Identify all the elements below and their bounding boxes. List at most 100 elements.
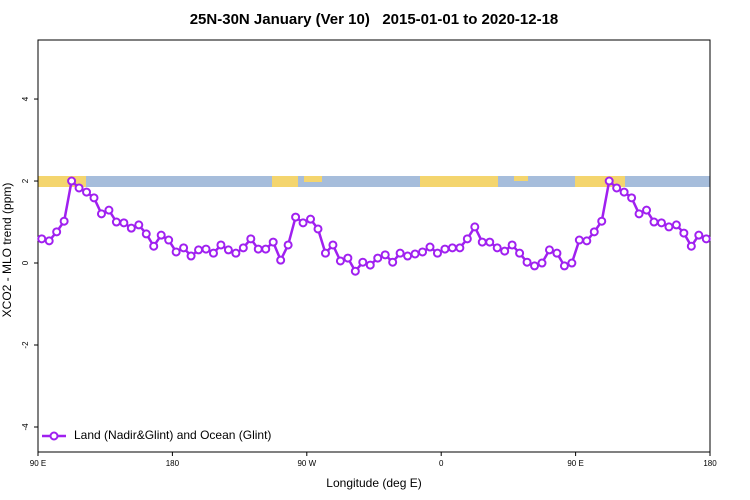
- y-tick-label: 2: [21, 178, 30, 183]
- data-point: [522, 257, 532, 267]
- map-strip: [38, 176, 710, 187]
- data-point: [44, 236, 54, 246]
- data-point: [96, 209, 106, 219]
- data-point: [179, 243, 189, 253]
- data-point: [380, 250, 390, 260]
- data-point: [246, 234, 256, 244]
- data-point: [649, 217, 659, 227]
- data-point: [320, 248, 330, 258]
- data-point: [395, 248, 405, 258]
- land-patch: [38, 176, 86, 187]
- legend-label: Land (Nadir&Glint) and Ocean (Glint): [74, 428, 271, 442]
- land-patch: [272, 176, 298, 187]
- data-point: [141, 229, 151, 239]
- data-point: [447, 243, 457, 253]
- data-point: [507, 240, 517, 250]
- data-point: [82, 187, 92, 197]
- land-patch: [575, 176, 625, 187]
- data-point: [619, 187, 629, 197]
- data-point: [171, 247, 181, 257]
- data-point: [231, 248, 241, 258]
- data-point: [373, 253, 383, 263]
- data-point: [679, 228, 689, 238]
- data-point: [455, 243, 465, 253]
- data-point: [126, 223, 136, 233]
- data-point: [164, 235, 174, 245]
- data-point: [425, 242, 435, 252]
- plot-frame: [37, 39, 711, 453]
- y-tick-label: 4: [21, 96, 30, 101]
- data-point: [365, 260, 375, 270]
- data-point: [74, 183, 84, 193]
- data-point: [238, 243, 248, 253]
- data-point: [612, 183, 622, 193]
- data-point: [335, 256, 345, 266]
- data-point: [156, 230, 166, 240]
- data-point: [313, 224, 323, 234]
- data-point: [253, 244, 263, 254]
- legend-marker: [49, 431, 59, 441]
- x-axis-label: Longitude (deg E): [326, 476, 421, 490]
- data-point: [194, 245, 204, 255]
- data-point: [686, 241, 696, 251]
- data-point: [59, 216, 69, 226]
- data-point: [186, 251, 196, 261]
- data-point: [597, 216, 607, 226]
- data-point: [276, 255, 286, 265]
- data-point: [291, 212, 301, 222]
- data-point: [671, 220, 681, 230]
- data-point: [418, 247, 428, 257]
- data-point: [432, 248, 442, 258]
- data-point: [485, 237, 495, 247]
- data-point: [477, 237, 487, 247]
- data-point: [500, 246, 510, 256]
- data-point: [492, 243, 502, 253]
- data-point: [694, 230, 704, 240]
- data-point: [410, 249, 420, 259]
- data-point: [552, 248, 562, 258]
- data-point: [567, 258, 577, 268]
- data-point: [343, 253, 353, 263]
- data-point: [52, 227, 62, 237]
- data-point: [664, 222, 674, 232]
- land-patch: [304, 176, 322, 182]
- data-point: [627, 193, 637, 203]
- data-point: [119, 218, 129, 228]
- data-point: [328, 240, 338, 250]
- chart-title: 25N-30N January (Ver 10) 2015-01-01 to 2…: [190, 11, 559, 28]
- data-point: [403, 251, 413, 261]
- data-point: [201, 244, 211, 254]
- data-point: [515, 248, 525, 258]
- data-point: [634, 209, 644, 219]
- data-point: [104, 205, 114, 215]
- land-patch: [420, 176, 498, 187]
- data-point: [298, 218, 308, 228]
- land-patch: [514, 176, 528, 181]
- data-point: [208, 248, 218, 258]
- y-tick-label: 0: [21, 260, 30, 265]
- x-tick-label: 0: [439, 459, 444, 468]
- y-tick-label: -4: [21, 423, 30, 431]
- data-point: [544, 245, 554, 255]
- data-point: [149, 241, 159, 251]
- y-tick-label: -2: [21, 341, 30, 349]
- data-point: [701, 234, 711, 244]
- data-point: [589, 227, 599, 237]
- data-point: [462, 234, 472, 244]
- x-tick-label: 90 W: [297, 459, 316, 468]
- data-point: [223, 245, 233, 255]
- ocean-strip: [38, 176, 710, 187]
- data-point: [37, 234, 47, 244]
- data-point: [388, 257, 398, 267]
- x-tick-label: 90 E: [567, 459, 583, 468]
- data-point: [656, 218, 666, 228]
- x-tick-label: 180: [703, 459, 717, 468]
- data-point: [111, 217, 121, 227]
- x-tick-label: 180: [166, 459, 180, 468]
- data-point: [537, 258, 547, 268]
- data-point: [216, 240, 226, 250]
- y-axis-label: XCO2 - MLO trend (ppm): [0, 183, 14, 318]
- data-point: [582, 236, 592, 246]
- data-point: [134, 220, 144, 230]
